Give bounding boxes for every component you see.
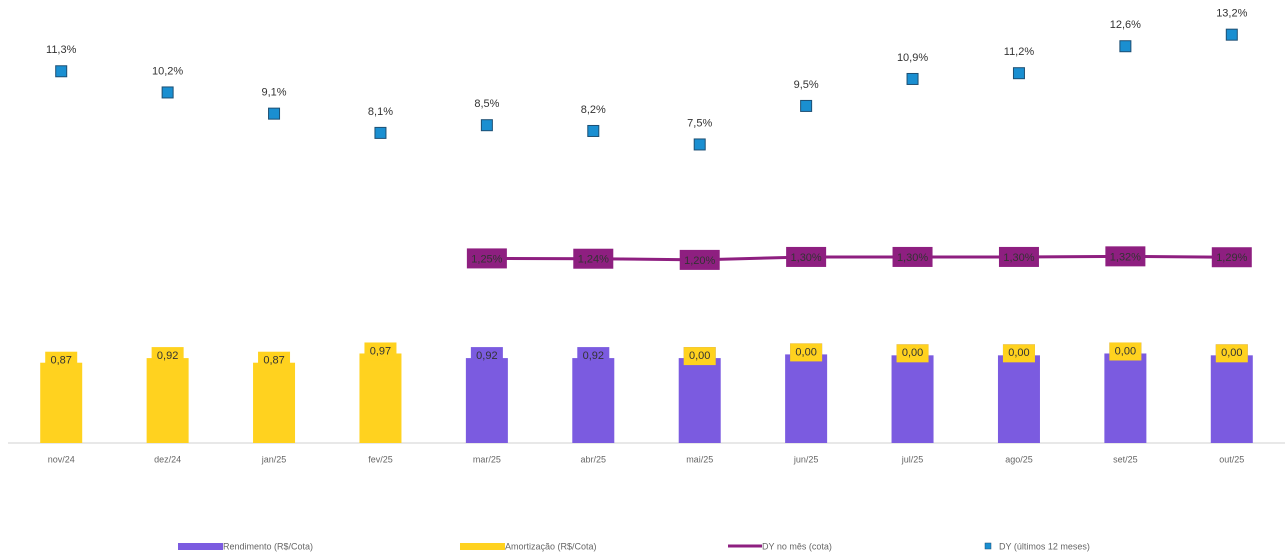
- data-label: 0,00: [1008, 347, 1029, 359]
- data-label: 11,3%: [46, 44, 77, 56]
- data-label-box: [998, 246, 1039, 267]
- bar: [678, 358, 721, 443]
- point: [161, 86, 174, 99]
- legend-label: Amortização (R$/Cota): [505, 541, 597, 551]
- data-label: 13,2%: [1216, 8, 1247, 20]
- data-label: 1,24%: [578, 254, 609, 266]
- point: [1012, 67, 1025, 80]
- legend-label: Rendimento (R$/Cota): [223, 541, 313, 551]
- data-label: 0,00: [1115, 345, 1136, 357]
- data-label: 0,92: [476, 350, 497, 362]
- data-label: 8,2%: [581, 104, 606, 116]
- data-label-box: [466, 248, 507, 269]
- point: [800, 99, 813, 112]
- bar: [146, 358, 189, 443]
- data-label: 0,92: [583, 350, 604, 362]
- data-label: 0,00: [689, 350, 710, 362]
- data-label-box: [1109, 342, 1142, 361]
- data-label-box: [577, 347, 610, 366]
- bar: [1210, 355, 1253, 443]
- data-label-box: [896, 344, 929, 363]
- data-label-box: [1211, 247, 1252, 268]
- data-label: 8,5%: [474, 98, 499, 110]
- legend-label: DY no mês (cota): [762, 541, 832, 551]
- point: [480, 119, 493, 132]
- x-tick-label: mar/25: [473, 454, 501, 464]
- x-tick-label: dez/24: [154, 454, 181, 464]
- data-label: 9,1%: [262, 87, 287, 99]
- data-label: 0,87: [263, 355, 284, 367]
- point: [906, 72, 919, 85]
- point: [1225, 28, 1238, 41]
- data-label: 0,97: [370, 345, 391, 357]
- data-label-box: [258, 351, 291, 370]
- point: [693, 138, 706, 151]
- data-label-box: [1105, 246, 1146, 267]
- data-label: 10,2%: [152, 65, 183, 77]
- x-tick-label: set/25: [1113, 454, 1138, 464]
- x-tick-label: ago/25: [1005, 454, 1033, 464]
- x-tick-label: jul/25: [901, 454, 924, 464]
- data-label-box: [364, 342, 397, 361]
- data-label-box: [45, 351, 78, 370]
- data-label: 0,00: [902, 347, 923, 359]
- data-label: 1,20%: [684, 255, 715, 267]
- point: [268, 107, 281, 120]
- x-tick-label: mai/25: [686, 454, 713, 464]
- point: [55, 65, 68, 78]
- data-label: 0,00: [1221, 347, 1242, 359]
- point: [374, 126, 387, 139]
- legend-label: DY (últimos 12 meses): [999, 541, 1090, 551]
- data-label-box: [790, 343, 823, 362]
- data-label: 10,9%: [897, 52, 928, 64]
- legend-swatch: [984, 542, 992, 550]
- bar: [997, 355, 1040, 443]
- data-label: 1,30%: [1003, 252, 1034, 264]
- data-label-box: [1215, 344, 1248, 363]
- bar: [253, 362, 296, 443]
- x-tick-label: out/25: [1219, 454, 1244, 464]
- data-label-box: [892, 246, 933, 267]
- data-label: 1,30%: [791, 252, 822, 264]
- bar: [891, 355, 934, 443]
- x-tick-label: abr/25: [581, 454, 607, 464]
- data-label: 8,1%: [368, 106, 393, 118]
- bar: [359, 353, 402, 443]
- legend-swatch: [178, 543, 223, 550]
- bar: [465, 358, 508, 443]
- data-label: 0,00: [795, 346, 816, 358]
- data-label-box: [679, 249, 720, 270]
- data-label-box: [573, 248, 614, 269]
- data-label: 0,87: [50, 355, 71, 367]
- x-tick-label: nov/24: [48, 454, 75, 464]
- data-label: 1,32%: [1110, 251, 1141, 263]
- data-label: 12,6%: [1110, 19, 1141, 31]
- bar: [1104, 353, 1147, 443]
- bar: [572, 358, 615, 443]
- x-tick-label: fev/25: [368, 454, 393, 464]
- data-label: 7,5%: [687, 117, 712, 129]
- legend-swatch: [460, 543, 505, 550]
- bar: [785, 354, 828, 443]
- data-label: 1,25%: [471, 253, 502, 265]
- data-label-box: [786, 246, 827, 267]
- x-tick-label: jun/25: [793, 454, 819, 464]
- bar: [40, 362, 83, 443]
- data-label-box: [683, 347, 716, 366]
- point: [1119, 40, 1132, 53]
- data-label: 11,2%: [1004, 46, 1035, 58]
- data-label-box: [151, 347, 184, 366]
- data-label: 9,5%: [794, 79, 819, 91]
- data-label-box: [1002, 344, 1035, 363]
- data-label-box: [470, 347, 503, 366]
- x-tick-label: jan/25: [261, 454, 287, 464]
- data-label: 1,29%: [1216, 252, 1247, 264]
- data-label: 1,30%: [897, 252, 928, 264]
- point: [587, 124, 600, 137]
- data-label: 0,92: [157, 350, 178, 362]
